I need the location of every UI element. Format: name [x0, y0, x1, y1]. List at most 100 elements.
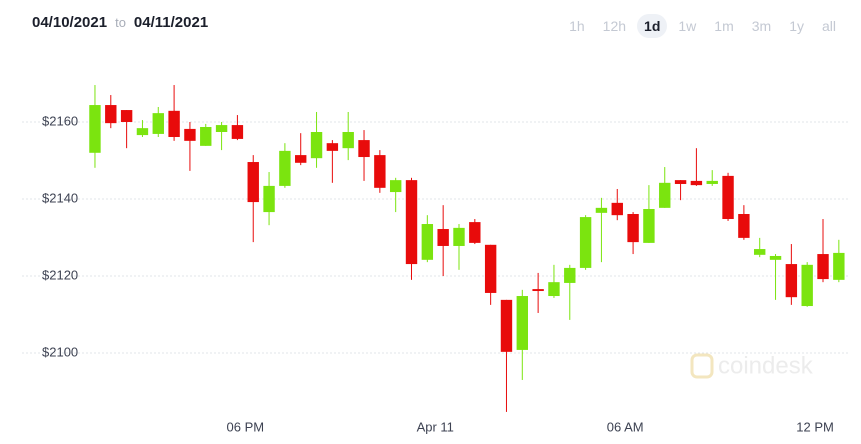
- candle: [389, 177, 402, 213]
- candle: [532, 272, 544, 313]
- candle: [215, 121, 228, 151]
- candle: [769, 254, 782, 300]
- range-button[interactable]: 1h: [569, 18, 585, 34]
- start-date: 04/10/2021: [32, 14, 108, 31]
- candle: [279, 143, 291, 188]
- candle-body: [817, 254, 829, 280]
- candle-body: [785, 264, 798, 298]
- candle: [184, 121, 196, 171]
- candle: [516, 289, 528, 380]
- candle: [659, 167, 671, 208]
- candle-body: [136, 128, 149, 136]
- candle-body: [469, 222, 481, 243]
- candle-body: [738, 214, 750, 238]
- candle-body: [500, 299, 513, 352]
- candle-body: [437, 229, 449, 246]
- candle: [326, 140, 339, 183]
- candle-body: [310, 132, 323, 159]
- candle-body: [374, 155, 386, 188]
- candle-body: [389, 180, 402, 193]
- candle: [706, 170, 718, 186]
- candle: [595, 197, 608, 263]
- candle-body: [674, 180, 687, 184]
- candle-body: [833, 252, 845, 280]
- candle: [643, 185, 655, 243]
- candle-body: [247, 162, 259, 203]
- candle: [564, 264, 576, 320]
- candle-body: [89, 105, 101, 153]
- candle-body: [342, 132, 354, 149]
- candle-body: [421, 224, 434, 260]
- candle-body: [152, 113, 164, 134]
- range-button[interactable]: 1y: [789, 18, 804, 34]
- candle-body: [263, 185, 275, 213]
- candle-body: [405, 180, 418, 265]
- x-tick-label: 12 PM: [796, 419, 834, 434]
- candle: [136, 120, 149, 138]
- candle-body: [706, 180, 718, 184]
- candle-body: [627, 214, 639, 243]
- candle: [374, 150, 386, 193]
- y-tick-label: $2120: [42, 267, 78, 282]
- candle: [295, 133, 307, 166]
- y-tick-label: $2160: [42, 113, 78, 128]
- x-tick-label: Apr 11: [417, 419, 454, 434]
- candle-body: [326, 143, 339, 151]
- candle: [421, 215, 434, 263]
- candle-body: [516, 296, 528, 350]
- candle: [152, 106, 164, 138]
- candle-body: [564, 267, 576, 283]
- candle-body: [231, 125, 244, 139]
- candle: [690, 148, 703, 186]
- candle-body: [200, 126, 212, 146]
- candle: [611, 188, 623, 221]
- candle: [200, 123, 212, 146]
- range-button[interactable]: 12h: [602, 18, 627, 34]
- candle-body: [215, 125, 228, 132]
- candle-body: [120, 110, 133, 122]
- candle: [168, 85, 180, 141]
- range-button[interactable]: 3m: [751, 18, 772, 34]
- candle: [263, 172, 275, 226]
- candle-body: [801, 264, 813, 307]
- candle: [247, 155, 259, 243]
- range-button[interactable]: 1d: [637, 14, 668, 38]
- candle: [627, 212, 639, 255]
- candle: [89, 85, 101, 168]
- candle: [801, 262, 813, 307]
- watermark-icon: [690, 353, 714, 379]
- candle-body: [168, 110, 180, 138]
- candle-body: [184, 128, 196, 141]
- to-label: to: [115, 15, 126, 30]
- candle: [231, 115, 244, 141]
- candle: [785, 244, 798, 305]
- candle-body: [105, 105, 117, 124]
- candle: [548, 264, 560, 298]
- candle-body: [279, 150, 291, 186]
- candle: [342, 111, 354, 161]
- candle-body: [754, 249, 766, 255]
- candle: [405, 177, 418, 280]
- range-button[interactable]: 1m: [714, 18, 734, 34]
- candle: [722, 172, 734, 221]
- candle-body: [659, 182, 671, 208]
- x-tick-label: 06 PM: [227, 419, 265, 434]
- candle: [674, 180, 687, 201]
- candle-body: [548, 282, 560, 297]
- candle-body: [532, 289, 544, 292]
- y-tick-label: $2140: [42, 190, 78, 205]
- candle: [500, 299, 513, 412]
- candle: [579, 215, 592, 270]
- candle: [817, 219, 829, 283]
- range-button[interactable]: 1w: [678, 18, 697, 34]
- range-button[interactable]: all: [821, 18, 836, 34]
- candle: [469, 219, 481, 245]
- date-range: 04/10/2021 to 04/11/2021: [32, 14, 208, 31]
- x-tick-label: 06 AM: [607, 419, 644, 434]
- range-buttons: 1h 12h 1d 1w 1m 3m 1y all: [562, 14, 843, 38]
- candle: [754, 237, 766, 258]
- candle-body: [358, 140, 370, 158]
- candle: [833, 239, 845, 283]
